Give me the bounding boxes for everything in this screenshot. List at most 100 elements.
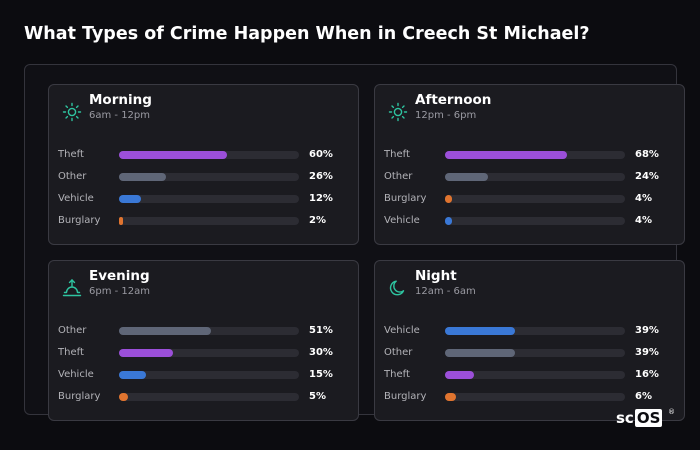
bar-track bbox=[445, 173, 625, 181]
crime-row: Other 39% bbox=[375, 346, 686, 360]
card-title: Afternoon bbox=[415, 92, 492, 108]
bar-fill bbox=[119, 393, 128, 401]
percentage-value: 15% bbox=[309, 369, 333, 380]
bar-track bbox=[445, 393, 625, 401]
bar-fill bbox=[445, 371, 474, 379]
page-title: What Types of Crime Happen When in Creec… bbox=[24, 24, 590, 44]
sunset-icon bbox=[62, 279, 82, 297]
crime-row: Burglary 4% bbox=[375, 192, 686, 206]
sun-icon bbox=[62, 102, 82, 122]
crime-type-label: Vehicle bbox=[384, 325, 420, 336]
crime-type-label: Theft bbox=[384, 369, 410, 380]
bar-track bbox=[445, 371, 625, 379]
percentage-value: 4% bbox=[635, 215, 652, 226]
bar-track bbox=[445, 217, 625, 225]
crime-type-label: Other bbox=[384, 171, 413, 182]
crime-type-label: Vehicle bbox=[58, 193, 94, 204]
bar-track bbox=[119, 349, 299, 357]
crime-row: Theft 68% bbox=[375, 148, 686, 162]
percentage-value: 4% bbox=[635, 193, 652, 204]
moon-icon bbox=[389, 280, 405, 296]
card-title: Morning bbox=[89, 92, 152, 108]
bar-track bbox=[119, 195, 299, 203]
crime-row: Vehicle 4% bbox=[375, 214, 686, 228]
bar-fill bbox=[119, 173, 166, 181]
crime-row: Vehicle 39% bbox=[375, 324, 686, 338]
card-time-range: 12am - 6am bbox=[415, 286, 476, 297]
card-time-range: 6am - 12pm bbox=[89, 110, 151, 121]
crime-row: Burglary 5% bbox=[49, 390, 360, 404]
bar-track bbox=[119, 173, 299, 181]
bar-fill bbox=[445, 151, 567, 159]
card-evening: Evening 6pm - 12am Other 51% Theft 30% Vehic… bbox=[48, 260, 359, 421]
bar-track bbox=[119, 217, 299, 225]
crime-row: Burglary 6% bbox=[375, 390, 686, 404]
percentage-value: 60% bbox=[309, 149, 333, 160]
bar-track bbox=[119, 327, 299, 335]
card-morning: Morning 6am - 12pm Theft 60% Other 26% Vehic… bbox=[48, 84, 359, 245]
card-night: Night 12am - 6am Vehicle 39% Other 39% Theft… bbox=[374, 260, 685, 421]
percentage-value: 6% bbox=[635, 391, 652, 402]
bar-fill bbox=[445, 327, 515, 335]
bar-track bbox=[119, 151, 299, 159]
crime-type-label: Other bbox=[58, 171, 87, 182]
bar-fill bbox=[119, 327, 211, 335]
crime-type-label: Other bbox=[58, 325, 87, 336]
bar-track bbox=[445, 327, 625, 335]
bar-fill bbox=[445, 173, 488, 181]
crime-type-label: Theft bbox=[58, 149, 84, 160]
scos-logo: sc OS ® bbox=[616, 408, 675, 427]
percentage-value: 39% bbox=[635, 347, 659, 358]
card-afternoon: Afternoon 12pm - 6pm Theft 68% Other 24% Bur… bbox=[374, 84, 685, 245]
percentage-value: 12% bbox=[309, 193, 333, 204]
card-title: Night bbox=[415, 268, 457, 284]
percentage-value: 26% bbox=[309, 171, 333, 182]
crime-type-label: Theft bbox=[384, 149, 410, 160]
percentage-value: 16% bbox=[635, 369, 659, 380]
crime-row: Theft 60% bbox=[49, 148, 360, 162]
crime-type-label: Vehicle bbox=[58, 369, 94, 380]
crime-row: Vehicle 15% bbox=[49, 368, 360, 382]
crime-row: Other 24% bbox=[375, 170, 686, 184]
percentage-value: 68% bbox=[635, 149, 659, 160]
crime-row: Other 51% bbox=[49, 324, 360, 338]
bar-track bbox=[445, 151, 625, 159]
bar-fill bbox=[119, 151, 227, 159]
bar-fill bbox=[445, 349, 515, 357]
bar-fill bbox=[445, 217, 452, 225]
percentage-value: 39% bbox=[635, 325, 659, 336]
bar-fill bbox=[119, 371, 146, 379]
percentage-value: 51% bbox=[309, 325, 333, 336]
percentage-value: 30% bbox=[309, 347, 333, 358]
card-title: Evening bbox=[89, 268, 150, 284]
percentage-value: 5% bbox=[309, 391, 326, 402]
sun-icon bbox=[388, 102, 408, 122]
crime-row: Other 26% bbox=[49, 170, 360, 184]
bar-fill bbox=[445, 393, 456, 401]
crime-type-label: Burglary bbox=[384, 391, 427, 402]
bar-fill bbox=[119, 349, 173, 357]
logo-boxed: OS bbox=[634, 409, 663, 427]
crime-type-label: Vehicle bbox=[384, 215, 420, 226]
card-time-range: 12pm - 6pm bbox=[415, 110, 477, 121]
bar-track bbox=[119, 371, 299, 379]
crime-type-label: Burglary bbox=[58, 391, 101, 402]
percentage-value: 24% bbox=[635, 171, 659, 182]
crime-row: Vehicle 12% bbox=[49, 192, 360, 206]
crime-type-label: Theft bbox=[58, 347, 84, 358]
logo-prefix: sc bbox=[616, 409, 634, 427]
crime-type-label: Burglary bbox=[58, 215, 101, 226]
bar-fill bbox=[445, 195, 452, 203]
crime-row: Theft 16% bbox=[375, 368, 686, 382]
card-time-range: 6pm - 12am bbox=[89, 286, 151, 297]
bar-fill bbox=[119, 217, 123, 225]
crime-type-label: Other bbox=[384, 347, 413, 358]
percentage-value: 2% bbox=[309, 215, 326, 226]
bar-track bbox=[445, 195, 625, 203]
bar-track bbox=[445, 349, 625, 357]
crime-row: Burglary 2% bbox=[49, 214, 360, 228]
bar-fill bbox=[119, 195, 141, 203]
bar-track bbox=[119, 393, 299, 401]
crime-type-label: Burglary bbox=[384, 193, 427, 204]
logo-registered-mark: ® bbox=[668, 408, 675, 416]
